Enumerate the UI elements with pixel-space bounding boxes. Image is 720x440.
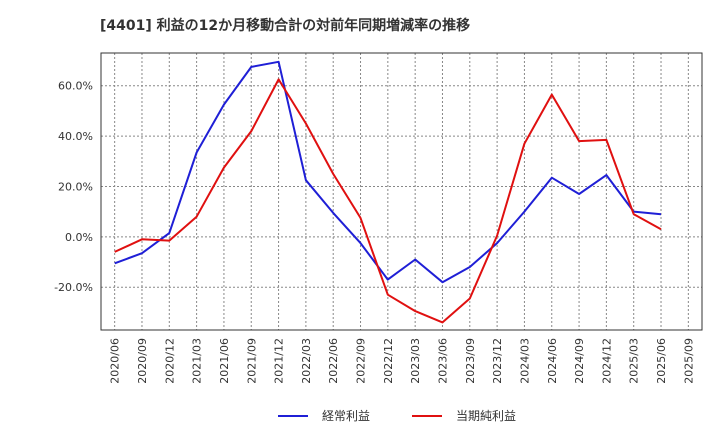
grid-lines: [101, 53, 702, 330]
x-tick-label: 2022/03: [300, 338, 313, 384]
y-axis: -20.0% 0.0% 20.0% 40.0% 60.0%: [54, 80, 93, 294]
x-tick-label: 2020/09: [136, 338, 149, 384]
legend-label: 当期純利益: [456, 409, 516, 423]
x-tick-label: 2024/06: [546, 338, 559, 384]
series-line-2: [114, 78, 662, 324]
x-tick-label: 2022/09: [355, 338, 368, 384]
y-tick-label: 0.0%: [65, 231, 93, 244]
x-tick-label: 2025/06: [655, 338, 668, 384]
x-tick-label: 2021/09: [245, 338, 258, 384]
x-tick-label: 2021/03: [191, 338, 204, 384]
legend-label: 経常利益: [322, 409, 370, 423]
x-tick-label: 2023/12: [491, 338, 504, 384]
x-tick-label: 2025/03: [628, 338, 641, 384]
x-tick-label: 2022/06: [327, 338, 340, 384]
x-tick-label: 2020/12: [163, 338, 176, 384]
series-group: [114, 60, 662, 324]
x-tick-label: 2025/09: [682, 338, 695, 384]
x-tick-label: 2023/06: [436, 338, 449, 384]
legend: 経常利益 当期純利益: [278, 409, 516, 423]
x-tick-label: 2020/06: [109, 338, 122, 384]
x-tick-label: 2021/06: [218, 338, 231, 384]
x-tick-label: 2024/12: [600, 338, 613, 384]
chart-title: [4401] 利益の12か月移動合計の対前年同期増減率の推移: [100, 17, 470, 34]
x-axis: 2020/06 2020/09 2020/12 2021/03 2021/06 2021/…: [109, 338, 696, 384]
x-tick-label: 2023/09: [464, 338, 477, 384]
x-tick-label: 2022/12: [382, 338, 395, 384]
y-tick-label: 20.0%: [58, 180, 93, 193]
plot-area: [100, 52, 703, 331]
y-tick-label: 60.0%: [58, 80, 93, 93]
x-tick-label: 2021/12: [273, 338, 286, 384]
x-tick-label: 2024/09: [573, 338, 586, 384]
x-tick-label: 2024/03: [518, 338, 531, 384]
series-line-1: [114, 60, 662, 284]
y-tick-label: -20.0%: [54, 281, 93, 294]
x-tick-label: 2023/03: [409, 338, 422, 384]
y-tick-label: 40.0%: [58, 130, 93, 143]
